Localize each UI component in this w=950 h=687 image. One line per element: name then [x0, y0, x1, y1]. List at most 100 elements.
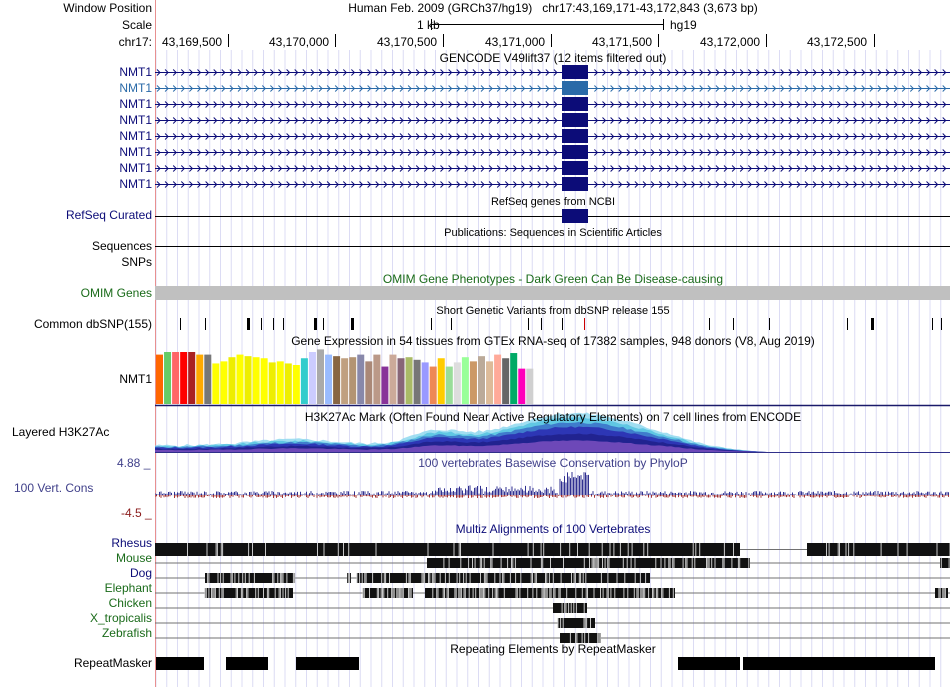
gencode-item-label[interactable]: NMT1	[119, 145, 152, 159]
snp-mark	[709, 318, 710, 330]
multiz-block	[553, 603, 587, 613]
gtex-tissue-bar	[349, 357, 357, 404]
gencode-item-label[interactable]: NMT1	[119, 97, 152, 111]
gtex-tissue-bar	[292, 365, 300, 404]
gencode-track-title[interactable]: GENCODE V49lift37 (12 items filtered out…	[439, 51, 667, 65]
omim-label[interactable]: OMIM Genes	[80, 286, 152, 300]
gtex-label[interactable]: NMT1	[119, 372, 152, 386]
ruler-tick-label: 43,169,500	[162, 35, 223, 49]
gencode-item-label[interactable]: NMT1	[119, 65, 152, 79]
dbsnp-label[interactable]: Common dbSNP(155)	[33, 317, 152, 331]
multiz-species-rhesus[interactable]: Rhesus	[111, 536, 152, 550]
gencode-item-label[interactable]: NMT1	[119, 113, 152, 127]
gtex-tissue-bar	[469, 361, 477, 404]
snp-mark	[247, 318, 250, 330]
gtex-tissue-bar	[204, 354, 212, 404]
repeat-element	[678, 657, 740, 670]
gtex-tissue-bar	[300, 358, 308, 404]
multiz-track-title[interactable]: Multiz Alignments of 100 Vertebrates	[455, 522, 651, 536]
refseq-label[interactable]: RefSeq Curated	[65, 208, 152, 222]
snp-mark	[541, 318, 542, 330]
snp-mark	[205, 318, 206, 330]
gencode-item-label[interactable]: NMT1	[119, 129, 152, 143]
position-text: Human Feb. 2009 (GRCh37/hg19) chr17:43,1…	[348, 1, 758, 15]
multiz-species-xtropicalis[interactable]: X_tropicalis	[89, 611, 152, 625]
h3k27ac-layer	[155, 440, 950, 452]
repeat-element	[296, 657, 359, 670]
gtex-tissue-bar	[429, 366, 437, 404]
gtex-tissue-bar	[260, 358, 268, 404]
omim-track-title[interactable]: OMIM Gene Phenotypes - Dark Green Can Be…	[382, 272, 724, 286]
publications-track-title[interactable]: Publications: Sequences in Scientific Ar…	[444, 227, 662, 239]
gtex-tissue-bar	[252, 357, 260, 404]
dbsnp-track-title[interactable]: Short Genetic Variants from dbSNP releas…	[436, 305, 670, 317]
gtex-track-title[interactable]: Gene Expression in 54 tissues from GTEx …	[291, 334, 815, 348]
gtex-tissue-bar	[228, 357, 236, 404]
multiz-block	[558, 618, 595, 628]
multiz-block	[205, 588, 293, 598]
repeatmasker-track-title[interactable]: Repeating Elements by RepeatMasker	[450, 642, 656, 656]
h3k27ac-track-title[interactable]: H3K27Ac Mark (Often Found Near Active Re…	[304, 410, 802, 424]
ruler-tick-label: 43,172,500	[807, 35, 868, 49]
multiz-gaps	[826, 543, 950, 556]
gene-strand-chevrons	[156, 165, 947, 172]
h3k27ac-label[interactable]: Layered H3K27Ac	[12, 425, 110, 439]
gene-strand-chevrons	[156, 101, 947, 108]
snp-mark	[180, 318, 181, 330]
multiz-gaps	[347, 573, 351, 583]
multiz-species-elephant[interactable]: Elephant	[104, 581, 152, 595]
gtex-tissue-bar	[518, 368, 526, 404]
gtex-tissue-bar	[172, 352, 180, 404]
track-data-area[interactable]	[155, 0, 950, 687]
repeat-element	[226, 657, 268, 670]
multiz-species-mouse[interactable]: Mouse	[115, 551, 152, 565]
snp-mark	[261, 318, 262, 330]
phylop-max-label: 4.88 _	[117, 456, 151, 470]
gene-strand-chevrons	[156, 85, 947, 92]
gene-exon	[562, 177, 588, 191]
phylop-negative	[155, 495, 949, 498]
phylop-track-title[interactable]: 100 vertebrates Basewise Conservation by…	[418, 456, 688, 470]
multiz-species-zebrafish[interactable]: Zebrafish	[101, 626, 152, 640]
gtex-tissue-bar	[284, 363, 292, 404]
publications-sequences-label[interactable]: Sequences	[91, 239, 152, 253]
multiz-species-dog[interactable]: Dog	[129, 566, 152, 580]
scale-text: 1 kb	[417, 18, 440, 32]
scale-label: Scale	[121, 18, 152, 32]
phylop-label[interactable]: 100 Vert. Cons	[14, 481, 94, 495]
gtex-tissue-bar	[341, 358, 349, 404]
gtex-tissue-bar	[413, 359, 421, 404]
gencode-item-label[interactable]: NMT1	[119, 161, 152, 175]
multiz-block	[715, 558, 750, 568]
gtex-tissue-bar	[317, 349, 324, 404]
gtex-tissue-bar	[268, 362, 276, 404]
gtex-tissue-bar	[405, 357, 413, 404]
gtex-tissue-bar	[164, 352, 172, 404]
gene-exon	[562, 65, 588, 79]
publications-snps-label[interactable]: SNPs	[121, 255, 152, 269]
track-canvas[interactable]	[155, 0, 950, 687]
multiz-gaps	[362, 588, 412, 598]
gene-strand-chevrons	[156, 117, 947, 124]
gtex-tissue-bar	[156, 354, 163, 404]
refseq-track-title[interactable]: RefSeq genes from NCBI	[490, 196, 616, 208]
multiz-species-chicken[interactable]: Chicken	[108, 596, 152, 610]
gtex-tissue-bar	[510, 353, 518, 404]
gencode-item-label[interactable]: NMT1	[119, 81, 152, 95]
ruler-tick-label: 43,170,000	[269, 35, 330, 49]
multiz-block	[205, 573, 295, 583]
gtex-tissue-bar	[478, 356, 485, 404]
gtex-tissue-bar	[357, 354, 365, 404]
multiz-gaps	[207, 573, 296, 583]
ruler-tick-label: 43,170,500	[377, 35, 438, 49]
snp-mark	[451, 318, 452, 330]
multiz-gaps	[714, 558, 750, 568]
snp-mark	[283, 318, 284, 330]
gtex-tissue-bar	[220, 361, 228, 404]
gencode-item-label[interactable]: NMT1	[119, 177, 152, 191]
repeatmasker-label[interactable]: RepeatMasker	[73, 656, 152, 670]
snp-mark	[932, 318, 933, 330]
gtex-tissue-bar	[365, 361, 373, 404]
multiz-gaps	[940, 558, 950, 568]
